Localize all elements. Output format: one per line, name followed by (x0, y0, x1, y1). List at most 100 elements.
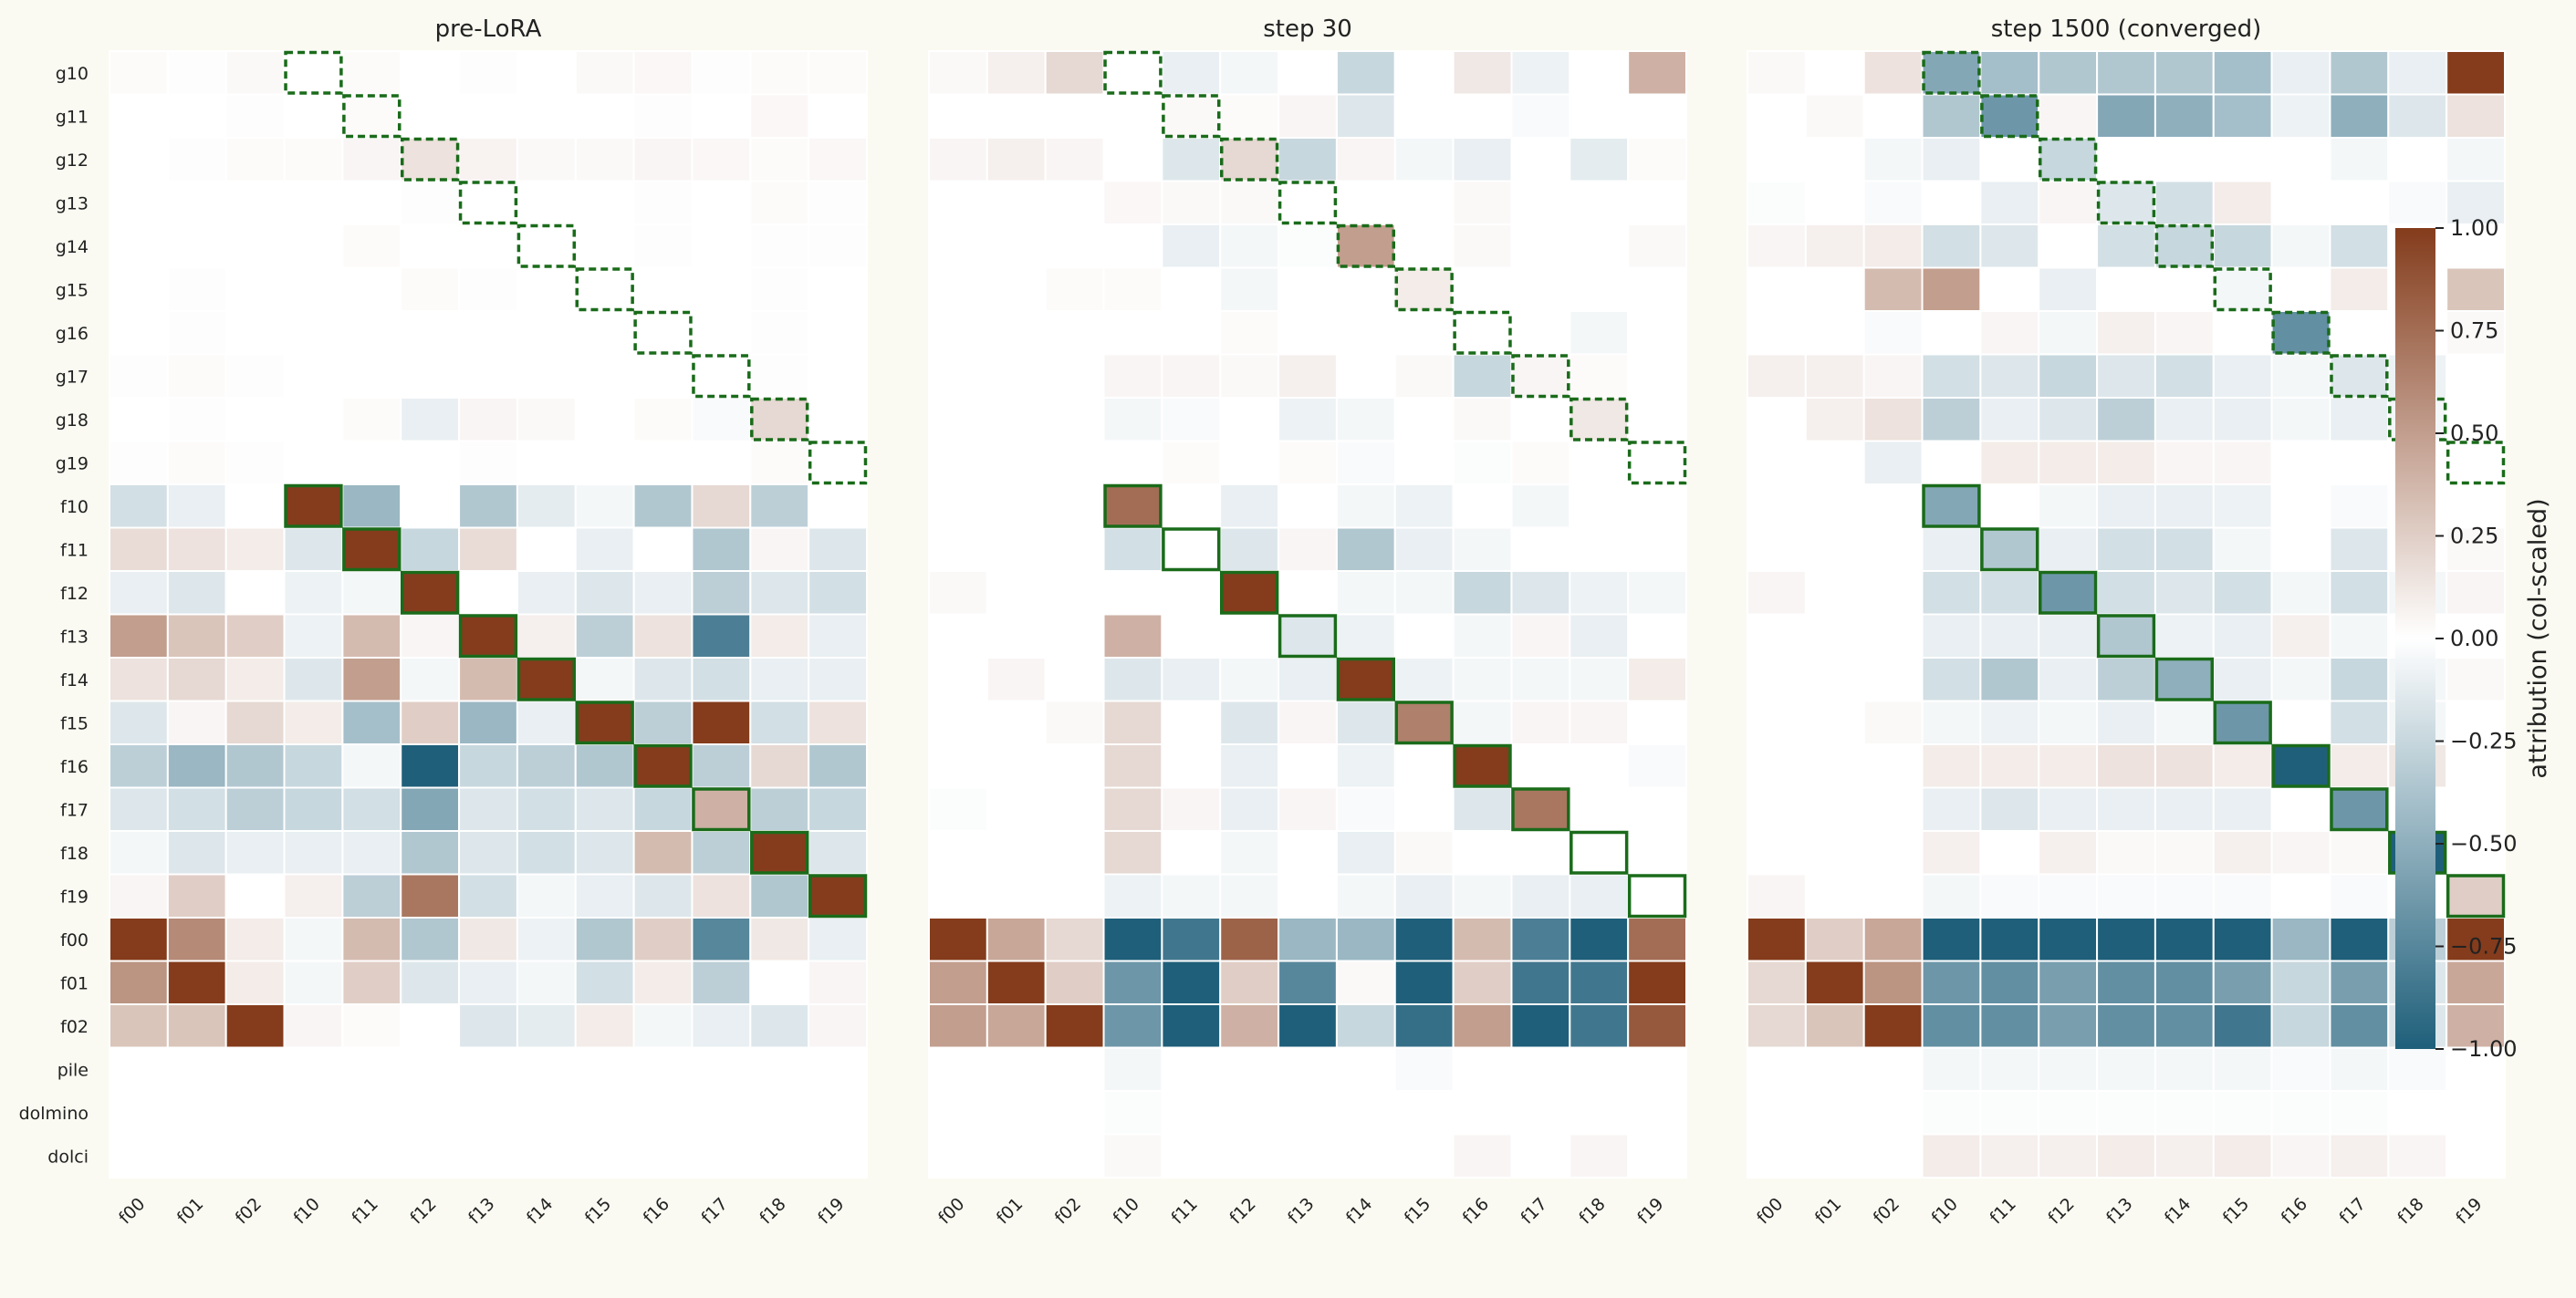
heatmap-cell (1219, 786, 1280, 832)
heatmap-cell (2096, 873, 2156, 919)
heatmap-cell (2154, 1133, 2215, 1179)
heatmap-cell (283, 830, 344, 876)
heatmap-cell (1979, 353, 2040, 399)
diagonal-solid-outline (1627, 874, 1687, 919)
heatmap-cell (808, 353, 869, 399)
heatmap-cell (516, 830, 577, 876)
heatmap-cell (109, 873, 169, 919)
heatmap-cell (1452, 397, 1513, 442)
heatmap-cell (1747, 657, 1807, 702)
heatmap-cell (1452, 310, 1513, 356)
heatmap-cell (1335, 1090, 1396, 1136)
heatmap-cell (1921, 223, 1982, 269)
heatmap-cell (1102, 180, 1163, 225)
column-tick-label: f01 (173, 1194, 207, 1228)
heatmap-cell (166, 526, 227, 572)
heatmap-cell (808, 743, 869, 789)
heatmap-cell (224, 526, 286, 572)
heatmap-cell (808, 1133, 869, 1179)
heatmap-cell (1510, 1133, 1571, 1179)
heatmap-cell (1219, 917, 1280, 962)
heatmap-cell (341, 657, 402, 702)
heatmap-cell (1862, 440, 1924, 485)
heatmap-cell (1278, 786, 1338, 832)
heatmap-cell (1921, 137, 1982, 182)
heatmap-cell (1393, 397, 1455, 442)
heatmap-cell (928, 223, 988, 269)
heatmap-cell (574, 570, 635, 616)
heatmap-cell (2212, 526, 2273, 572)
heatmap-cell (2096, 743, 2156, 789)
heatmap-cell (2096, 830, 2156, 876)
heatmap-cell (1921, 700, 1982, 745)
heatmap-cell (1510, 93, 1571, 139)
heatmap-cell (1627, 397, 1687, 442)
heatmap-cell (1161, 657, 1222, 702)
diagonal-dashed-outline (284, 50, 343, 95)
heatmap-cell (2270, 1046, 2331, 1092)
heatmap-cell (166, 786, 227, 832)
heatmap-cell (2154, 960, 2215, 1005)
heatmap-cell (458, 310, 518, 356)
heatmap-cell (1044, 786, 1105, 832)
heatmap-cell (109, 700, 169, 745)
heatmap-cell (1804, 830, 1865, 876)
heatmap-cell (1510, 1003, 1571, 1049)
heatmap-cell (1393, 873, 1455, 919)
heatmap-cell (166, 223, 227, 269)
colorbar: 1.00 0.75 0.50 0.25 0.00 −0.25 −0.50 −0.75 −1.00… (2395, 215, 2552, 1062)
heatmap-cell (808, 440, 869, 485)
heatmap-cell (986, 266, 1047, 312)
heatmap-cell (1921, 830, 1982, 876)
diagonal-solid-outline (1219, 570, 1279, 615)
heatmap-cell (1747, 613, 1807, 659)
heatmap-cell (224, 180, 286, 225)
heatmap-cell (1862, 526, 1924, 572)
heatmap-cell (341, 613, 402, 659)
heatmap-cell (1102, 786, 1163, 832)
heatmap-cell (1102, 440, 1163, 485)
heatmap-cell (2154, 570, 2215, 616)
heatmap-cell (2270, 137, 2331, 182)
heatmap-cell (1278, 440, 1338, 485)
heatmap-cell (2038, 786, 2099, 832)
heatmap-cell (1510, 1046, 1571, 1092)
heatmap-cell (1510, 1090, 1571, 1136)
diagonal-solid-outline (1570, 830, 1629, 875)
heatmap-cell (2387, 93, 2448, 139)
heatmap-cell (2038, 397, 2099, 442)
heatmap-cell (1044, 353, 1105, 399)
heatmap-cell (1278, 50, 1338, 96)
heatmap-cell (749, 613, 810, 659)
heatmap-cell (1921, 180, 1982, 225)
heatmap-cell (2270, 440, 2331, 485)
heatmap-cell (1627, 93, 1687, 139)
heatmap-cell (691, 180, 752, 225)
heatmap-cell (2212, 657, 2273, 702)
row-tick-label: g16 (56, 324, 89, 344)
heatmap-cell (400, 137, 461, 182)
heatmap-cell (1979, 873, 2040, 919)
heatmap-cell (1161, 960, 1222, 1005)
diagonal-solid-outline (2038, 570, 2098, 615)
heatmap-cell (1804, 440, 1865, 485)
heatmap-cell (109, 786, 169, 832)
heatmap-cell (224, 657, 286, 702)
heatmap-cell (224, 830, 286, 876)
colorbar-tick-label: 0.50 (2450, 421, 2498, 446)
heatmap-cell (749, 440, 810, 485)
heatmap-cell (749, 830, 810, 876)
heatmap-cell (400, 483, 461, 529)
heatmap-cell (283, 137, 344, 182)
diagonal-dashed-outline (1453, 310, 1512, 355)
heatmap-cell (1102, 743, 1163, 789)
heatmap-cell (1161, 613, 1222, 659)
column-tick-label: f18 (2393, 1194, 2427, 1228)
heatmap-cell (2154, 917, 2215, 962)
heatmap-cell (1510, 137, 1571, 182)
heatmap-cell (166, 310, 227, 356)
row-tick-label: g12 (56, 151, 89, 171)
heatmap-cell (1102, 917, 1163, 962)
heatmap-cell (928, 700, 988, 745)
heatmap-cell (341, 1133, 402, 1179)
